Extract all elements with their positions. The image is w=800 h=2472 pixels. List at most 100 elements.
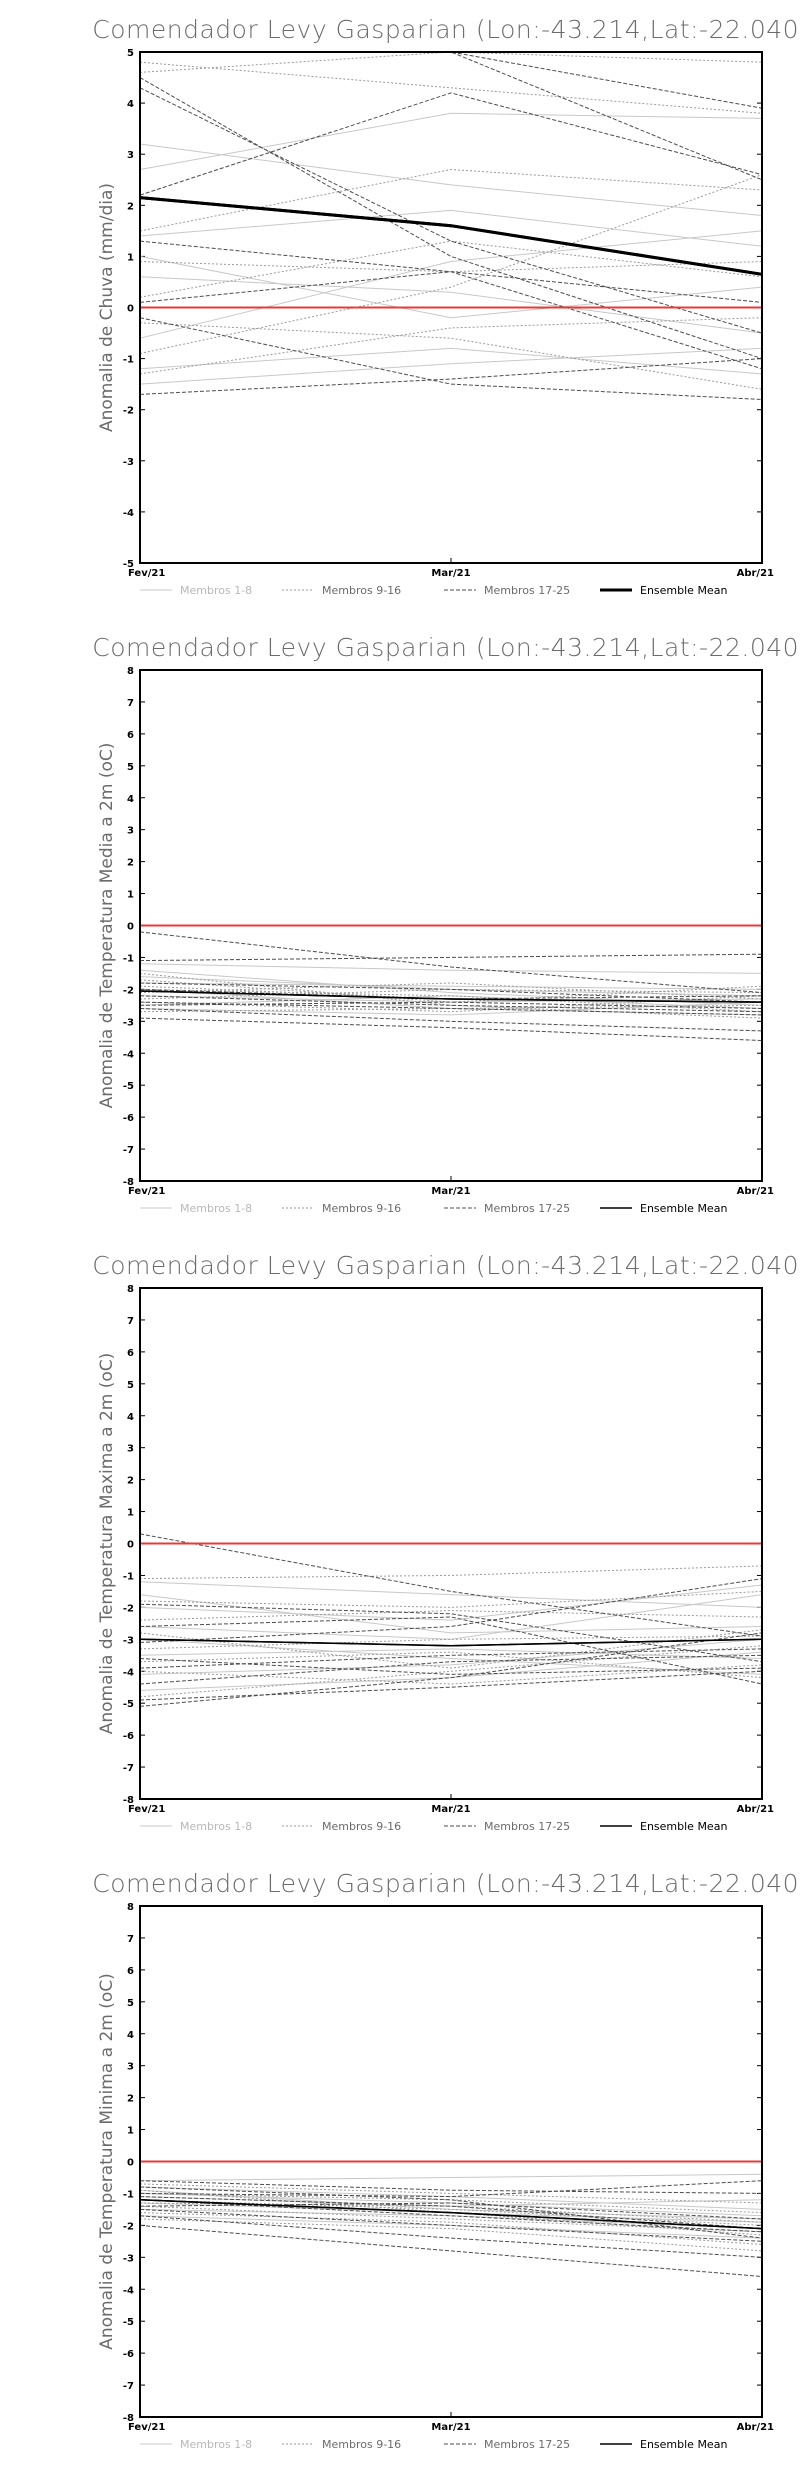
member-line-17	[139, 931, 763, 994]
y-tick-label: 2	[127, 1476, 134, 1487]
y-tick-label: -6	[123, 1731, 134, 1742]
member-line-19	[139, 2180, 763, 2194]
x-tick-label: Mar/21	[431, 1186, 470, 1197]
y-tick-label: 7	[127, 698, 134, 709]
x-tick-label: Fev/21	[128, 1186, 165, 1197]
y-tick-label: -4	[123, 2285, 134, 2296]
x-tick-label: Mar/21	[431, 2422, 470, 2433]
y-tick-label: 4	[127, 794, 134, 805]
ensemble-mean-line-overlay	[139, 2199, 763, 2230]
member-line-14	[139, 261, 763, 273]
y-tick-label: -8	[123, 2413, 134, 2424]
y-tick-label: 7	[127, 1316, 134, 1327]
member-line-3	[139, 209, 763, 247]
x-tick-label: Mar/21	[431, 568, 470, 579]
member-line-10	[139, 168, 763, 232]
member-line-22	[139, 982, 763, 1003]
legend-label-members-9-16: Membros 9-16	[322, 1820, 401, 1833]
member-line-7	[139, 255, 763, 319]
y-tick-label: 0	[127, 922, 134, 933]
member-line-18	[139, 1632, 763, 1707]
y-tick-label: 5	[127, 1380, 134, 1391]
y-tick-label: 2	[127, 2094, 134, 2105]
y-tick-label: 2	[127, 858, 134, 869]
member-line-1	[139, 963, 763, 974]
y-tick-label: 6	[127, 1348, 134, 1359]
member-line-23	[139, 317, 763, 400]
member-line-20	[139, 995, 763, 1013]
member-line-6	[139, 1638, 763, 1675]
member-line-2	[139, 1594, 763, 1640]
y-tick-label: -1	[123, 1571, 134, 1582]
y-tick-label: -1	[123, 953, 134, 964]
member-line-1	[139, 2173, 763, 2182]
member-line-2	[139, 976, 763, 997]
legend-label-members-17-25: Membros 17-25	[484, 2438, 570, 2451]
y-tick-label: 5	[127, 1998, 134, 2009]
y-tick-label: -4	[123, 1049, 134, 1060]
y-tick-label: -4	[123, 508, 134, 519]
y-axis-label: Anomalia de Temperatura Maxima a 2m (oC)	[97, 1353, 117, 1735]
y-tick-label: -5	[123, 1699, 134, 1710]
member-line-9	[139, 2183, 763, 2204]
member-line-8	[139, 2189, 763, 2220]
member-line-12	[139, 1610, 763, 1621]
member-line-25	[140, 51, 763, 109]
chart-panel-temp-maxima: Comendador Levy Gasparian (Lon:-43.214,L…	[0, 1236, 800, 1854]
member-line-4	[139, 2186, 763, 2210]
chart-svg: Comendador Levy Gasparian (Lon:-43.214,L…	[92, 1251, 800, 1833]
member-line-25	[139, 1658, 763, 1675]
y-tick-label: 3	[127, 1444, 134, 1455]
plot-frame	[139, 1905, 763, 2418]
member-line-23	[139, 1008, 763, 1032]
y-tick-label: -6	[123, 2349, 134, 2360]
y-tick-label: -2	[123, 1603, 134, 1614]
member-line-4	[139, 995, 763, 1003]
y-tick-label: 1	[127, 890, 134, 901]
member-line-23	[139, 1616, 763, 1685]
legend-label-mean: Ensemble Mean	[640, 2438, 727, 2451]
y-tick-label: 8	[127, 1902, 134, 1913]
member-line-3	[139, 1648, 763, 1659]
y-tick-label: 4	[127, 1412, 134, 1423]
member-line-19	[139, 1670, 763, 1701]
chart-svg: Comendador Levy Gasparian (Lon:-43.214,L…	[92, 15, 800, 597]
plot-frame	[139, 1287, 763, 1800]
member-line-17	[139, 2224, 763, 2277]
x-tick-label: Mar/21	[431, 1804, 470, 1815]
member-line-4	[139, 347, 763, 375]
y-axis-label: Anomalia de Temperatura Media a 2m (oC)	[97, 743, 117, 1109]
member-line-6	[139, 995, 763, 1009]
member-line-5	[139, 276, 763, 334]
plot-frame	[139, 669, 763, 1182]
member-line-13	[139, 317, 763, 375]
member-line-21	[139, 358, 763, 395]
chart-svg: Comendador Levy Gasparian (Lon:-43.214,L…	[92, 633, 800, 1215]
y-tick-label: 6	[127, 1966, 134, 1977]
y-tick-label: 4	[127, 2030, 134, 2041]
member-line-20	[139, 2196, 763, 2230]
chart-title: Comendador Levy Gasparian (Lon:-43.214,L…	[92, 1251, 800, 1280]
member-line-21	[139, 1578, 763, 1643]
y-tick-label: 1	[127, 2126, 134, 2137]
legend-label-members-17-25: Membros 17-25	[484, 1820, 570, 1833]
chart-panel-temp-media: Comendador Levy Gasparian (Lon:-43.214,L…	[0, 618, 800, 1236]
y-tick-label: -5	[123, 2317, 134, 2328]
y-tick-label: 0	[127, 1540, 134, 1551]
y-tick-label: 1	[127, 252, 134, 263]
y-tick-label: 0	[127, 304, 134, 315]
member-line-9	[139, 61, 763, 114]
legend-label-members-17-25: Membros 17-25	[484, 584, 570, 597]
y-tick-label: 8	[127, 666, 134, 677]
member-line-9	[139, 1565, 763, 1580]
chart-title: Comendador Levy Gasparian (Lon:-43.214,L…	[92, 633, 800, 662]
member-line-11	[139, 972, 763, 1019]
member-line-15	[139, 1629, 763, 1669]
member-line-19	[139, 92, 763, 196]
y-tick-label: -2	[123, 985, 134, 996]
member-line-16	[139, 1590, 763, 1608]
ensemble-mean-line-overlay	[139, 196, 763, 276]
y-tick-label: -3	[123, 2253, 134, 2264]
member-line-4	[139, 1638, 763, 1675]
member-line-8	[139, 347, 763, 385]
